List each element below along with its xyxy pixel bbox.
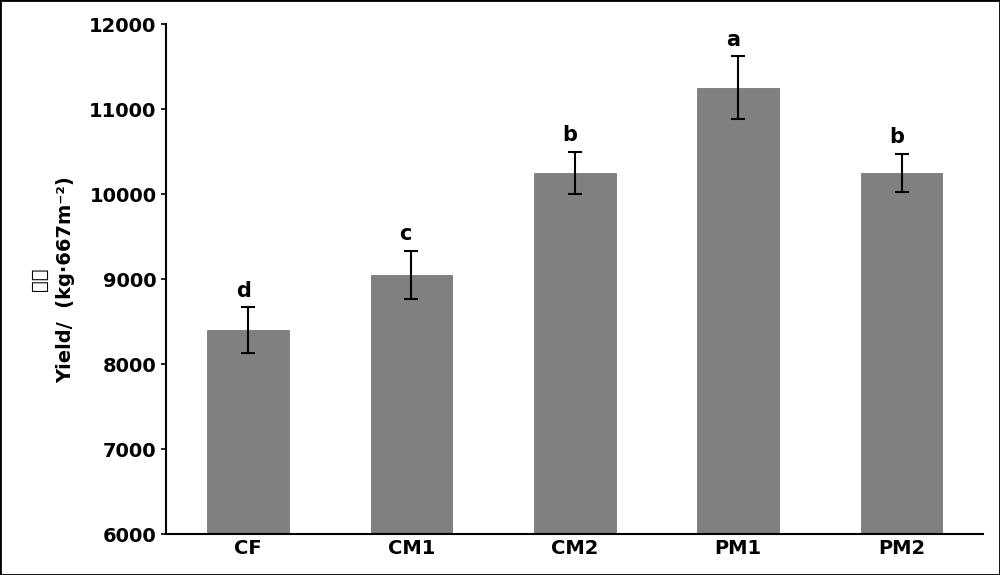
Text: a: a	[726, 30, 740, 49]
Bar	[534, 173, 616, 535]
Text: b: b	[563, 125, 578, 145]
Text: 产量: 产量	[30, 267, 49, 291]
Bar	[861, 173, 942, 535]
Y-axis label: Yield/  (kg·667m⁻²): Yield/ (kg·667m⁻²)	[56, 176, 75, 383]
Text: b: b	[889, 128, 904, 148]
Bar	[697, 88, 779, 535]
Bar	[207, 331, 289, 535]
Text: d: d	[236, 281, 251, 301]
Text: c: c	[399, 224, 412, 244]
Bar	[371, 275, 452, 535]
